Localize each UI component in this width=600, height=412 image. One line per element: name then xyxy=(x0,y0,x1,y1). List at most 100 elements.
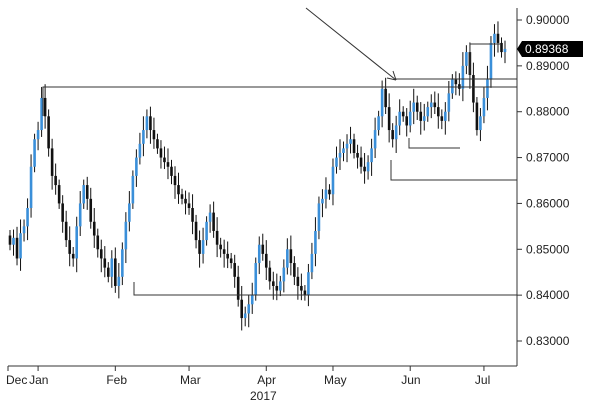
candle-body xyxy=(482,97,486,117)
y-axis-ticks: 0.90000 0.89000 0.88000 0.87000 0.86000 0.850… xyxy=(517,13,570,348)
candle-body xyxy=(50,148,54,176)
candle xyxy=(264,240,268,281)
candle xyxy=(503,40,507,64)
candle-body xyxy=(163,157,166,163)
candle xyxy=(19,219,22,271)
candle xyxy=(377,110,380,136)
candle-body xyxy=(401,111,405,117)
x-tick-label: May xyxy=(324,373,347,387)
candle xyxy=(110,250,114,288)
may-low-line xyxy=(390,160,517,181)
candle-body xyxy=(61,203,64,222)
y-tick-label: 0.90000 xyxy=(526,13,570,27)
candle-body xyxy=(380,88,384,117)
candle xyxy=(29,154,33,218)
candle-body xyxy=(222,249,226,254)
candle-body xyxy=(149,116,152,131)
candle-body xyxy=(447,93,451,112)
candle-body xyxy=(429,102,433,108)
candle-body xyxy=(247,304,251,314)
candle xyxy=(184,190,187,215)
candle xyxy=(36,121,40,151)
candle xyxy=(286,238,289,275)
candle xyxy=(215,217,219,258)
candle-body xyxy=(99,249,103,259)
candle xyxy=(198,230,201,268)
candle xyxy=(187,192,191,215)
candle xyxy=(124,212,128,264)
candle-body xyxy=(75,226,79,259)
candle xyxy=(363,152,366,184)
candle xyxy=(250,282,254,314)
candle xyxy=(85,176,89,210)
candle-body xyxy=(92,221,96,236)
candle xyxy=(331,158,335,206)
candle-body xyxy=(331,166,335,195)
candle-body xyxy=(408,111,412,126)
candle-body xyxy=(349,139,352,144)
candle-body xyxy=(493,33,496,43)
candle-body xyxy=(254,263,258,296)
candle xyxy=(296,267,300,300)
candle xyxy=(461,52,465,102)
candle xyxy=(208,204,212,233)
candle-body xyxy=(156,139,159,149)
candle xyxy=(387,93,391,143)
candle xyxy=(349,126,352,154)
candle-body xyxy=(124,221,128,250)
candle xyxy=(61,195,64,233)
candle-body xyxy=(264,253,268,268)
candle-body xyxy=(500,42,503,53)
candle-body xyxy=(342,148,345,153)
candle xyxy=(114,247,117,293)
candle-body xyxy=(282,267,286,282)
candle xyxy=(412,88,416,125)
candle-body xyxy=(43,97,47,117)
candle-body xyxy=(387,107,391,131)
candle xyxy=(454,71,458,96)
candle xyxy=(496,21,500,53)
candle xyxy=(117,263,121,299)
candle xyxy=(345,134,349,163)
candle xyxy=(436,93,440,129)
candle xyxy=(268,260,272,290)
candle-body xyxy=(187,203,191,209)
candle-body xyxy=(451,79,454,94)
candle-body xyxy=(250,295,254,305)
candle xyxy=(444,102,447,135)
candle xyxy=(310,242,314,280)
x-tick-label: Jan xyxy=(29,373,48,387)
candle xyxy=(131,170,135,209)
candle xyxy=(12,229,15,256)
candle xyxy=(493,24,496,57)
candle xyxy=(405,108,409,137)
candle-body xyxy=(503,48,507,53)
arrow-head-a xyxy=(386,77,397,81)
candle xyxy=(359,146,363,174)
candle-body xyxy=(205,221,208,241)
jul-box-line xyxy=(469,43,500,79)
candle xyxy=(64,210,68,247)
x-tick-label: Apr xyxy=(257,373,276,387)
candle xyxy=(356,144,359,169)
candle-body xyxy=(194,221,198,241)
candle xyxy=(479,108,482,142)
candle xyxy=(275,273,279,301)
candle xyxy=(321,189,324,218)
candle-body xyxy=(103,258,107,268)
candle-body xyxy=(138,143,142,158)
candle xyxy=(415,95,419,120)
x-tick-label: Jun xyxy=(401,373,420,387)
candle xyxy=(458,73,461,96)
candle xyxy=(180,188,184,205)
candle xyxy=(422,103,426,131)
y-tick-label: 0.88000 xyxy=(526,105,570,119)
candle xyxy=(96,228,100,258)
candle-body xyxy=(391,130,394,140)
candle xyxy=(54,163,57,195)
candle xyxy=(229,252,233,269)
candle xyxy=(50,138,54,190)
candle-body xyxy=(184,198,187,204)
candle xyxy=(401,106,405,122)
